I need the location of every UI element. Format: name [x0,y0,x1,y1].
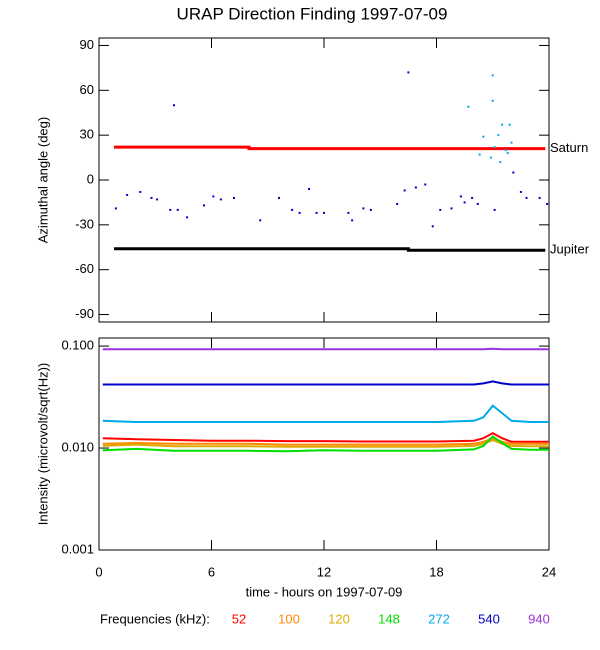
legend-label: 940 [528,611,550,626]
data-point [176,208,179,211]
legend-label: 120 [328,611,350,626]
data-point [519,190,522,193]
y-tick-label: 0 [87,171,94,186]
data-point [169,208,172,211]
data-point [439,208,442,211]
data-point [114,207,117,210]
y-axis-label: Azimuthal angle (deg) [35,117,50,243]
plot-frame [98,37,550,323]
legend-label: 148 [378,611,400,626]
data-point [156,198,159,201]
data-point [291,208,294,211]
y-axis-label: Intensity (microvolt/sqrt(Hz)) [35,363,50,526]
data-point [493,208,496,211]
x-tick-label: 24 [542,564,556,579]
chart-title: URAP Direction Finding 1997-07-09 [177,4,448,23]
data-point [424,183,427,186]
data-point [508,123,511,126]
data-point [493,146,496,149]
data-point [298,211,301,214]
line-label: Jupiter [550,242,590,257]
legend-label: 52 [232,611,246,626]
series-line [102,435,549,453]
y-tick-label: 0.001 [61,541,94,556]
y-tick-label: 60 [80,82,94,97]
data-point [396,202,399,205]
y-tick-label: -60 [75,261,94,276]
data-point [126,193,129,196]
data-point [467,105,470,108]
data-point [323,211,325,214]
data-point [471,196,474,199]
y-tick-label: 0.100 [61,338,94,353]
y-tick-label: 30 [80,127,94,142]
data-point [499,161,502,164]
legend-label: 272 [428,611,450,626]
data-point [212,195,215,198]
data-point [538,196,541,199]
series-line [102,431,549,443]
data-point [186,216,189,219]
data-point [512,171,515,174]
data-point [501,123,504,126]
data-point [431,225,434,228]
data-point [219,198,222,201]
data-point [497,134,500,137]
y-tick-label: -90 [75,306,94,321]
line-label: Saturn [550,140,588,155]
data-point [463,201,466,204]
data-point [546,202,549,205]
series-line [114,145,546,151]
series-line [102,347,549,351]
data-point [482,135,485,138]
data-point [450,207,453,210]
data-point [510,141,513,144]
data-point [347,211,350,214]
data-point [491,74,494,77]
data-point [150,196,153,199]
x-tick-label: 12 [317,564,331,579]
data-point [351,219,354,222]
data-point [278,196,280,199]
x-axis-label: time - hours on 1997-07-09 [246,584,403,599]
data-point [504,149,507,152]
data-point [259,219,262,222]
legend-label: 100 [278,611,300,626]
legend-title: Frequencies (kHz): [100,611,210,626]
data-point [403,189,406,192]
legend-label: 540 [478,611,500,626]
data-point [139,190,142,193]
y-tick-label: -30 [75,216,94,231]
data-point [173,104,175,107]
data-point [459,195,462,198]
data-point [233,196,235,199]
x-tick-label: 18 [429,564,443,579]
series-line [102,380,549,386]
data-point [489,156,492,159]
data-point [369,208,372,211]
x-tick-label: 6 [208,564,215,579]
data-point [308,187,310,190]
series-line [102,437,549,446]
y-tick-label: 0.010 [61,439,94,454]
data-point [491,99,494,102]
series-line [102,404,549,423]
data-point [315,211,318,214]
y-tick-label: 90 [80,37,94,52]
data-point [478,153,481,156]
x-tick-label: 0 [95,564,102,579]
data-point [414,186,417,189]
data-point [203,204,205,207]
series-line [114,247,546,252]
data-point [476,202,479,205]
data-point [362,207,365,210]
data-point [407,71,410,74]
data-point [525,196,528,199]
data-point [506,152,509,155]
